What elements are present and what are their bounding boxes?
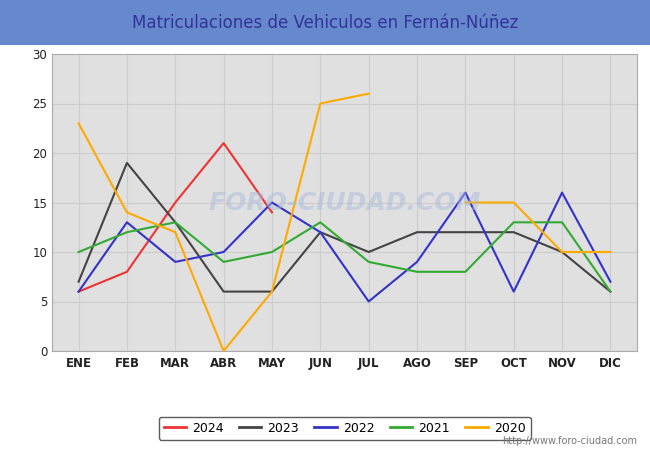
Text: FORO-CIUDAD.COM: FORO-CIUDAD.COM [208, 190, 481, 215]
Text: Matriculaciones de Vehiculos en Fernán-Núñez: Matriculaciones de Vehiculos en Fernán-N… [132, 14, 518, 32]
Legend: 2024, 2023, 2022, 2021, 2020: 2024, 2023, 2022, 2021, 2020 [159, 417, 530, 440]
Text: http://www.foro-ciudad.com: http://www.foro-ciudad.com [502, 436, 637, 446]
